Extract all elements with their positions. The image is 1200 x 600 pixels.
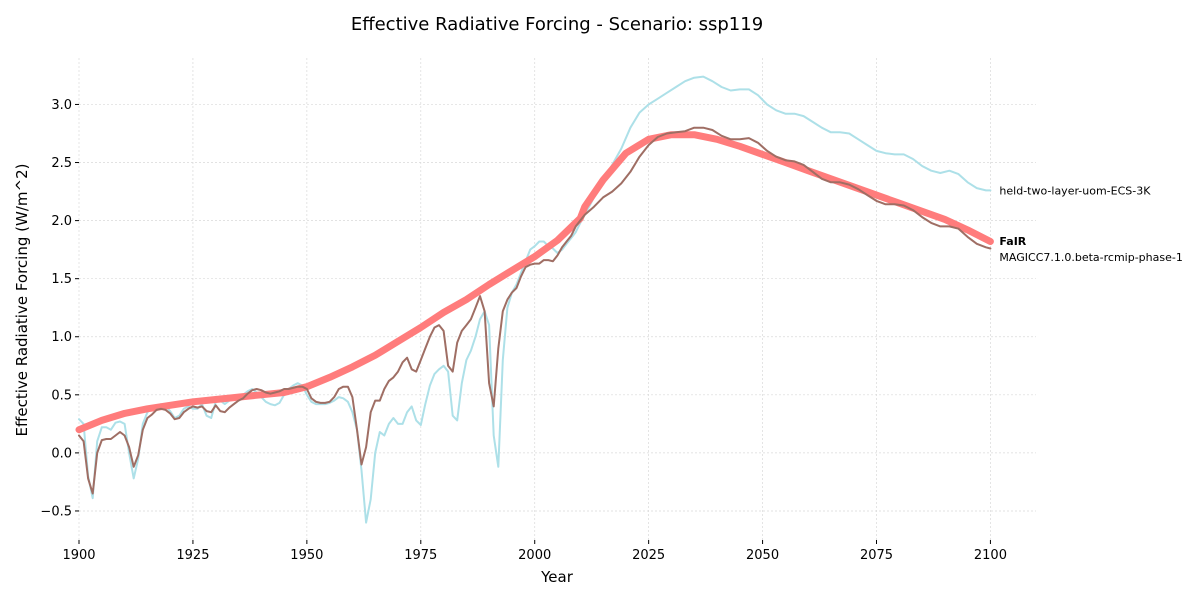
y-tick-label: 3.0 [51,98,72,113]
series-end-labels: held-two-layer-uom-ECS-3K FaIR MAGICC7.1.0… [999,184,1182,264]
x-tick-label: 1950 [290,548,323,563]
series-end-label: held-two-layer-uom-ECS-3K [999,184,1151,197]
y-tick-label: 0.5 [51,388,72,403]
y-tick-label: −0.5 [40,504,72,519]
series-line-2 [78,126,992,495]
y-tick-label: 2.0 [51,214,72,229]
series-lines [75,75,994,524]
chart-title: Effective Radiative Forcing - Scenario: … [351,14,763,35]
y-axis-label: Effective Radiative Forcing (W/m^2) [13,164,31,437]
x-tick-label: 2075 [860,548,893,563]
y-axis-ticks: −0.5 0.0 0.5 1.0 1.5 2.0 2.5 3.0 [40,98,79,519]
x-tick-label: 1900 [62,548,95,563]
series-line-1 [75,131,994,434]
x-tick-label: 1925 [176,548,209,563]
y-tick-label: 2.5 [51,156,72,171]
x-tick-label: 1975 [404,548,437,563]
x-tick-label: 2100 [974,548,1007,563]
x-tick-label: 2025 [632,548,665,563]
grid-lines [78,58,1036,540]
x-axis-ticks: 1900 1925 1950 1975 2000 2025 2050 2075 2100 [62,540,1007,563]
x-axis-label: Year [540,568,574,586]
series-end-label: FaIR [999,235,1026,248]
x-tick-label: 2000 [518,548,551,563]
series-line-0 [78,75,992,524]
x-tick-label: 2050 [746,548,779,563]
series-end-label: MAGICC7.1.0.beta-rcmip-phase-1 [999,251,1182,264]
y-tick-label: 1.0 [51,330,72,345]
y-tick-label: 0.0 [51,446,72,461]
y-tick-label: 1.5 [51,272,72,287]
